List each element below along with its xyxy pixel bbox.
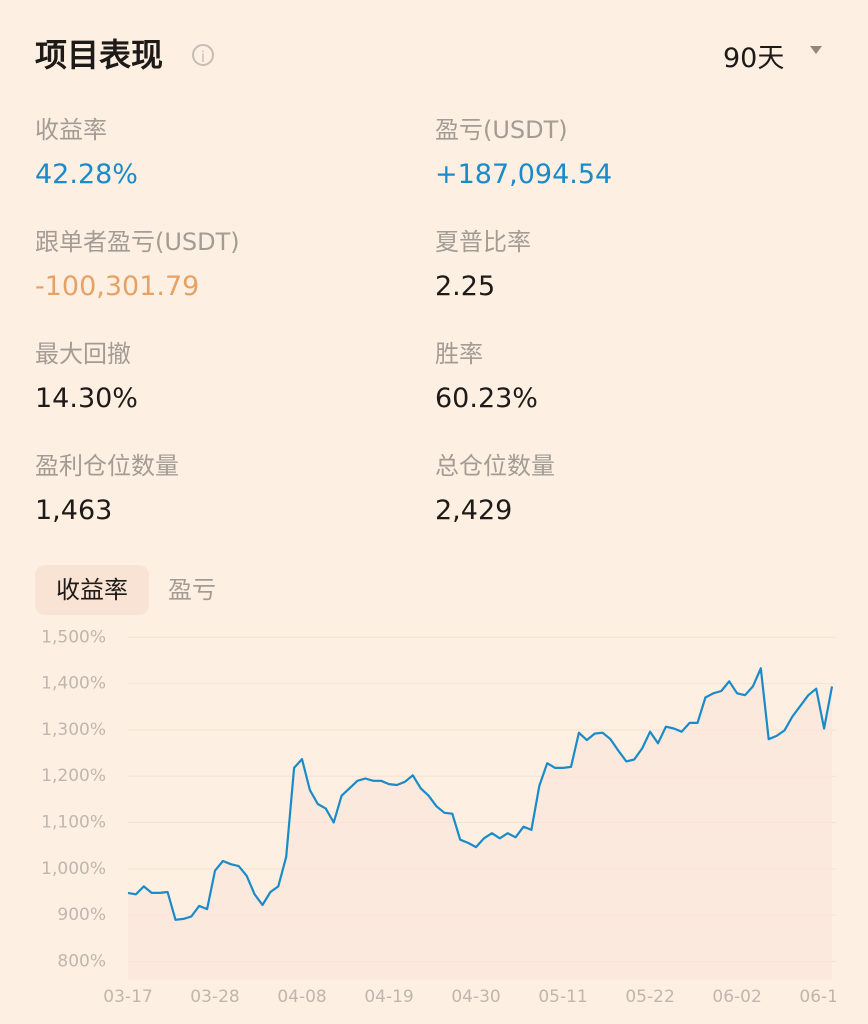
- info-icon[interactable]: i: [192, 44, 214, 66]
- stat-label: 盈利仓位数量: [35, 452, 179, 480]
- stat-value: -100,301.79: [35, 271, 200, 302]
- stat-value: 1,463: [35, 495, 113, 526]
- y-tick-label: 900%: [57, 905, 106, 925]
- y-tick-label: 1,400%: [41, 674, 106, 694]
- x-tick-label: 05-11: [538, 987, 587, 1007]
- x-tick-label: 04-08: [277, 987, 326, 1007]
- stat-label: 胜率: [435, 340, 483, 368]
- y-tick-label: 800%: [57, 951, 106, 971]
- stat-value: 2,429: [435, 495, 513, 526]
- x-tick-label: 06-13: [799, 987, 848, 1007]
- stat-label: 盈亏(USDT): [435, 116, 568, 144]
- stat-label: 收益率: [35, 116, 107, 144]
- stat-value: 42.28%: [35, 159, 138, 190]
- x-tick-label: 03-17: [103, 987, 152, 1007]
- stat-label: 总仓位数量: [435, 452, 555, 480]
- line: [127, 667, 834, 921]
- stat-value: 14.30%: [35, 383, 138, 414]
- x-tick-label: 06-02: [712, 987, 761, 1007]
- y-tick-label: 1,100%: [41, 813, 106, 833]
- x-tick-label: 05-22: [625, 987, 674, 1007]
- stat-value: 2.25: [435, 271, 496, 302]
- stat-value: +187,094.54: [435, 159, 613, 190]
- period-select[interactable]: 90天: [723, 43, 785, 74]
- dropdown-caret[interactable]: [810, 46, 822, 54]
- y-tick-label: 1,300%: [41, 720, 106, 740]
- tab[interactable]: 盈亏: [168, 576, 216, 604]
- line-area: [128, 668, 832, 980]
- stat-value: 60.23%: [435, 383, 538, 414]
- x-tick-label: 03-28: [190, 987, 239, 1007]
- stat-label: 跟单者盈亏(USDT): [35, 228, 240, 256]
- stat-label: 最大回撤: [35, 340, 131, 368]
- title: 项目表现: [35, 36, 164, 74]
- stat-label: 夏普比率: [435, 228, 531, 256]
- y-tick-label: 1,500%: [41, 627, 106, 647]
- y-tick-label: 1,200%: [41, 766, 106, 786]
- x-tick-label: 04-19: [364, 987, 413, 1007]
- tab[interactable]: 收益率: [35, 565, 149, 615]
- y-tick-label: 1,000%: [41, 859, 106, 879]
- x-tick-label: 04-30: [451, 987, 500, 1007]
